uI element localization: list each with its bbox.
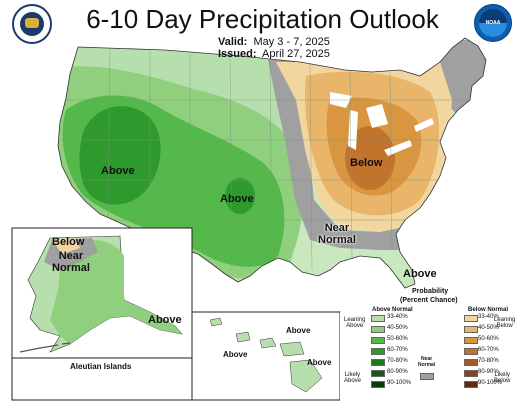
noaa-logo-icon: NOAA: [474, 4, 512, 42]
legend-above-range-1: 40-50%: [387, 325, 408, 331]
legend-below-swatch-3: [464, 348, 478, 355]
legend-above-range-3: 60-70%: [387, 347, 408, 353]
label-hawaii-above-2: Above: [223, 350, 248, 359]
legend-above-range-4: 70-80%: [387, 358, 408, 364]
legend-title: Probability: [412, 288, 449, 295]
label-near-normal: Near Normal: [318, 222, 356, 246]
label-west-above: Above: [101, 165, 135, 177]
legend-above-swatch-0: [371, 315, 385, 322]
legend-subtitle: (Percent Chance): [400, 297, 458, 304]
legend-below-swatch-2: [464, 337, 478, 344]
legend-near-normal-swatch: [420, 373, 434, 380]
legend-likely-above: Likely Above: [344, 372, 362, 384]
legend-above-range-2: 50-60%: [387, 336, 408, 342]
label-midwest-below: Below: [350, 157, 383, 169]
label-hawaii-above-1: Above: [286, 326, 311, 335]
label-aleutian: Aleutian Islands: [70, 362, 132, 371]
legend-above-swatch-5: [371, 370, 385, 377]
legend-below-range-6: 90-100%: [478, 380, 503, 386]
legend-above-swatch-3: [371, 348, 385, 355]
legend-above-range-0: 33-40%: [387, 314, 408, 320]
legend-above-swatch-1: [371, 326, 385, 333]
legend-above-header: Above Normal: [372, 307, 413, 313]
legend-below-swatch-4: [464, 359, 478, 366]
legend-below-range-3: 60-70%: [478, 347, 499, 353]
label-hawaii-above-3: Above: [307, 358, 332, 367]
legend-above-swatch-6: [371, 381, 385, 388]
legend-leaning-above: Leaning Above: [344, 317, 366, 329]
issued-date: Issued: April 27, 2025: [218, 48, 330, 60]
legend-above-range-5: 80-90%: [387, 369, 408, 375]
valid-dates: Valid: May 3 - 7, 2025: [218, 36, 330, 48]
page-title: 6-10 Day Precipitation Outlook: [86, 4, 439, 34]
legend-below-range-2: 50-60%: [478, 336, 499, 342]
legend-leaning-below: Leaning Below: [494, 317, 516, 329]
label-alaska-near-normal: Near Normal: [52, 250, 90, 274]
label-alaska-below: Below: [52, 236, 85, 248]
legend-below-swatch-1: [464, 326, 478, 333]
legend-near-normal-label: Near Normal: [418, 356, 436, 368]
legend-above-range-6: 90-100%: [387, 380, 412, 386]
label-southeast-above: Above: [403, 268, 437, 280]
legend-below-header: Below Normal: [468, 307, 509, 313]
legend-below-swatch-5: [464, 370, 478, 377]
legend-below-range-0: 33-40%: [478, 314, 499, 320]
legend-above-swatch-4: [371, 359, 385, 366]
legend-below-swatch-0: [464, 315, 478, 322]
label-plains-above: Above: [220, 193, 254, 205]
legend-below-swatch-6: [464, 381, 478, 388]
commerce-logo-icon: [12, 4, 52, 44]
legend-likely-below: Likely Below: [494, 372, 511, 384]
label-alaska-above: Above: [148, 314, 182, 326]
legend-below-range-5: 80-90%: [478, 369, 499, 375]
legend-above-swatch-2: [371, 337, 385, 344]
legend-below-range-1: 40-50%: [478, 325, 499, 331]
legend-below-range-4: 70-80%: [478, 358, 499, 364]
